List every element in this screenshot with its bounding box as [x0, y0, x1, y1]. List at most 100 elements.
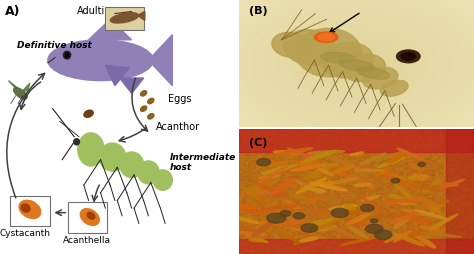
Ellipse shape	[337, 164, 352, 174]
Polygon shape	[137, 12, 145, 21]
Polygon shape	[9, 81, 18, 89]
Ellipse shape	[385, 173, 413, 189]
Circle shape	[374, 230, 392, 240]
Ellipse shape	[432, 179, 443, 185]
Ellipse shape	[296, 29, 361, 77]
Polygon shape	[148, 36, 173, 86]
Ellipse shape	[357, 221, 380, 228]
Ellipse shape	[380, 176, 400, 180]
Ellipse shape	[340, 60, 374, 72]
Ellipse shape	[272, 33, 310, 58]
Text: (C): (C)	[249, 137, 267, 147]
Ellipse shape	[362, 196, 379, 201]
Ellipse shape	[304, 151, 337, 162]
Ellipse shape	[389, 194, 416, 205]
Ellipse shape	[290, 195, 314, 202]
Ellipse shape	[296, 210, 334, 216]
Ellipse shape	[348, 226, 369, 239]
Ellipse shape	[341, 210, 369, 215]
Ellipse shape	[330, 213, 347, 220]
Ellipse shape	[84, 111, 93, 118]
Ellipse shape	[359, 153, 386, 166]
Ellipse shape	[357, 68, 390, 80]
Ellipse shape	[421, 226, 439, 230]
Ellipse shape	[309, 181, 348, 186]
Ellipse shape	[245, 182, 277, 191]
Ellipse shape	[292, 164, 327, 171]
Ellipse shape	[252, 221, 274, 237]
Ellipse shape	[342, 55, 385, 82]
FancyBboxPatch shape	[68, 203, 107, 233]
Ellipse shape	[425, 205, 440, 213]
Circle shape	[397, 51, 420, 64]
Ellipse shape	[14, 88, 27, 100]
Ellipse shape	[404, 216, 431, 223]
Ellipse shape	[321, 43, 374, 79]
Ellipse shape	[308, 151, 344, 154]
Ellipse shape	[246, 235, 268, 243]
Ellipse shape	[137, 161, 159, 184]
Ellipse shape	[140, 107, 147, 112]
Ellipse shape	[153, 170, 173, 190]
Ellipse shape	[235, 231, 267, 235]
Ellipse shape	[260, 208, 283, 225]
Ellipse shape	[140, 91, 147, 97]
Ellipse shape	[48, 41, 153, 81]
Ellipse shape	[362, 197, 385, 216]
Circle shape	[301, 224, 318, 232]
Ellipse shape	[289, 168, 307, 172]
Ellipse shape	[339, 173, 374, 185]
Ellipse shape	[316, 225, 336, 230]
Circle shape	[293, 213, 305, 219]
Ellipse shape	[394, 212, 415, 229]
Ellipse shape	[319, 169, 333, 176]
Ellipse shape	[320, 53, 356, 64]
FancyBboxPatch shape	[105, 8, 144, 30]
Ellipse shape	[346, 219, 359, 228]
Ellipse shape	[314, 33, 338, 43]
Ellipse shape	[403, 233, 422, 236]
Ellipse shape	[288, 149, 320, 162]
Ellipse shape	[317, 214, 343, 230]
Circle shape	[331, 209, 348, 218]
Ellipse shape	[318, 35, 334, 42]
Ellipse shape	[413, 233, 436, 248]
Ellipse shape	[410, 184, 442, 192]
Ellipse shape	[397, 149, 423, 161]
Ellipse shape	[307, 219, 333, 226]
Ellipse shape	[148, 99, 154, 104]
Ellipse shape	[324, 224, 352, 236]
Ellipse shape	[296, 178, 327, 194]
Text: Definitive host: Definitive host	[17, 41, 91, 50]
Ellipse shape	[380, 81, 408, 97]
Ellipse shape	[333, 178, 358, 183]
Ellipse shape	[286, 201, 306, 214]
Ellipse shape	[354, 184, 372, 187]
Text: Adulti: Adulti	[77, 6, 105, 16]
Ellipse shape	[355, 169, 383, 171]
Text: A): A)	[5, 5, 20, 18]
Ellipse shape	[329, 205, 356, 210]
Ellipse shape	[275, 148, 313, 156]
Circle shape	[361, 204, 374, 212]
Ellipse shape	[319, 226, 337, 231]
Ellipse shape	[246, 187, 267, 205]
Ellipse shape	[119, 152, 144, 178]
Ellipse shape	[262, 205, 297, 211]
Ellipse shape	[293, 233, 318, 245]
Ellipse shape	[388, 153, 405, 164]
Ellipse shape	[148, 114, 154, 119]
Circle shape	[267, 213, 285, 223]
Ellipse shape	[428, 182, 459, 186]
Ellipse shape	[421, 233, 461, 237]
Ellipse shape	[292, 179, 321, 194]
Ellipse shape	[19, 200, 41, 219]
Ellipse shape	[311, 189, 326, 192]
Ellipse shape	[259, 167, 286, 183]
Ellipse shape	[386, 200, 420, 203]
Ellipse shape	[301, 229, 319, 239]
Ellipse shape	[310, 183, 347, 191]
Text: Acanthella: Acanthella	[64, 235, 111, 244]
Ellipse shape	[429, 214, 458, 230]
Ellipse shape	[431, 200, 449, 204]
